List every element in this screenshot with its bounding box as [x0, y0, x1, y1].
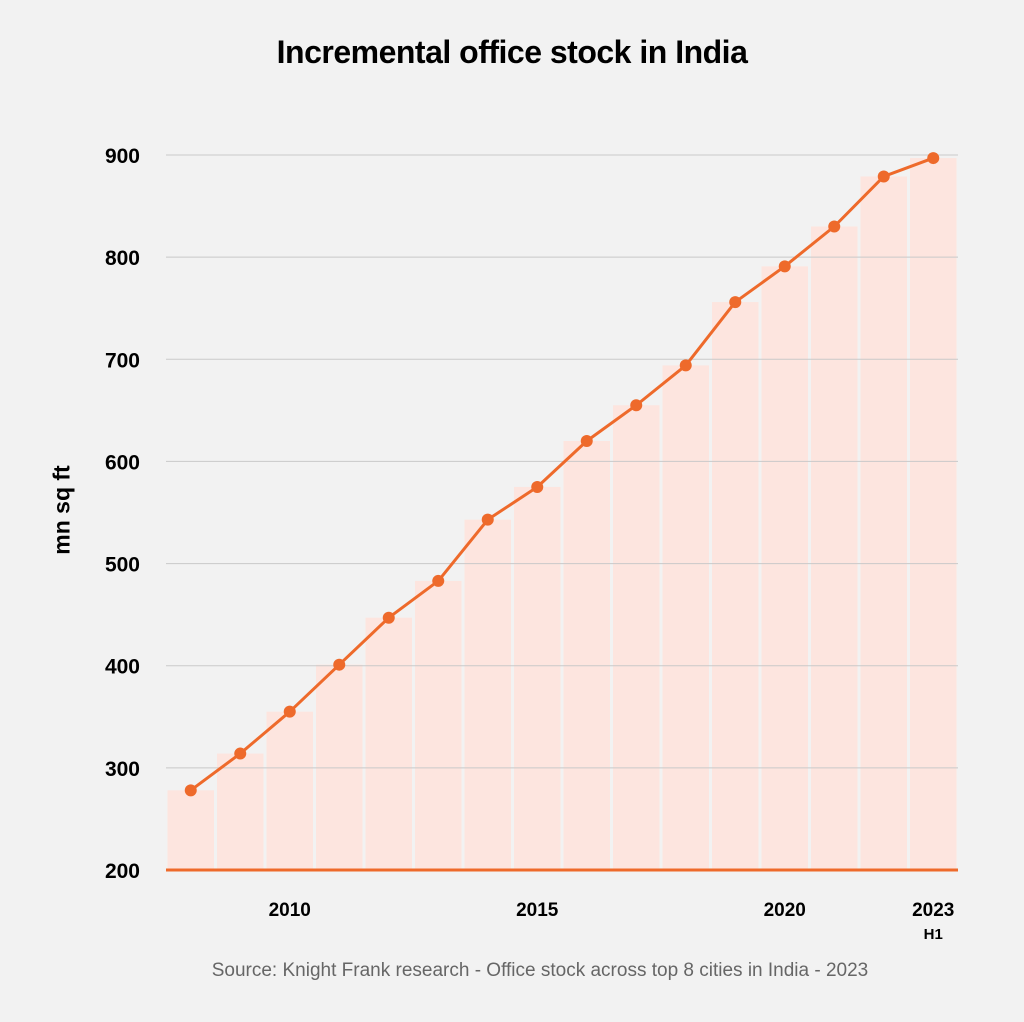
- data-point: [828, 220, 841, 233]
- data-point: [432, 574, 445, 587]
- bar: [662, 365, 709, 870]
- data-points-layer: [184, 152, 940, 797]
- x-tick-label: 2015: [516, 900, 559, 921]
- data-point: [382, 611, 395, 624]
- data-point: [333, 658, 346, 671]
- data-point: [531, 480, 544, 493]
- bar: [514, 486, 561, 870]
- data-point: [778, 260, 791, 273]
- data-point: [481, 513, 494, 526]
- bar: [910, 158, 957, 871]
- bar: [811, 226, 858, 870]
- data-point: [283, 705, 296, 718]
- bar: [167, 790, 214, 870]
- source-note: Source: Knight Frank research - Office s…: [211, 960, 869, 981]
- bar: [266, 711, 313, 870]
- series-line-layer: [189, 156, 934, 792]
- gridlines-layer: [166, 154, 958, 769]
- series-line: [189, 156, 934, 792]
- y-tick-label: 200: [105, 860, 140, 883]
- chart-title: Incremental office stock in India: [276, 34, 748, 70]
- data-point: [729, 296, 742, 309]
- y-tick-label: 700: [105, 349, 140, 372]
- x-tick-label: 2020: [764, 900, 806, 921]
- bar: [761, 266, 808, 871]
- bar: [316, 664, 363, 870]
- x-tick-label: 2023: [912, 900, 954, 921]
- data-point: [184, 784, 197, 797]
- data-point: [679, 359, 692, 372]
- data-point: [927, 152, 940, 165]
- bar: [415, 580, 462, 870]
- y-tick-label: 300: [105, 758, 140, 781]
- x-tick-sublabel: H1: [924, 926, 943, 943]
- x-tick-labels: 2010 2015 2020 2023 H1: [269, 900, 955, 943]
- bar: [613, 405, 660, 870]
- bar: [365, 617, 412, 870]
- y-tick-label: 500: [105, 554, 140, 577]
- bar: [860, 176, 907, 870]
- bar: [563, 441, 610, 870]
- bar: [464, 519, 511, 870]
- data-point: [234, 747, 247, 760]
- y-tick-label: 600: [105, 451, 140, 474]
- data-point: [580, 435, 593, 447]
- data-point: [877, 170, 890, 183]
- data-point: [630, 399, 643, 412]
- x-tick-label: 2010: [269, 900, 311, 921]
- y-tick-labels: 200 300 400 500 600 700 800 900: [105, 145, 140, 883]
- bar: [217, 753, 264, 870]
- y-tick-label: 900: [105, 145, 140, 168]
- bars-layer: [167, 158, 957, 871]
- y-tick-label: 400: [105, 656, 140, 679]
- y-tick-label: 800: [105, 247, 140, 270]
- bar: [712, 302, 759, 871]
